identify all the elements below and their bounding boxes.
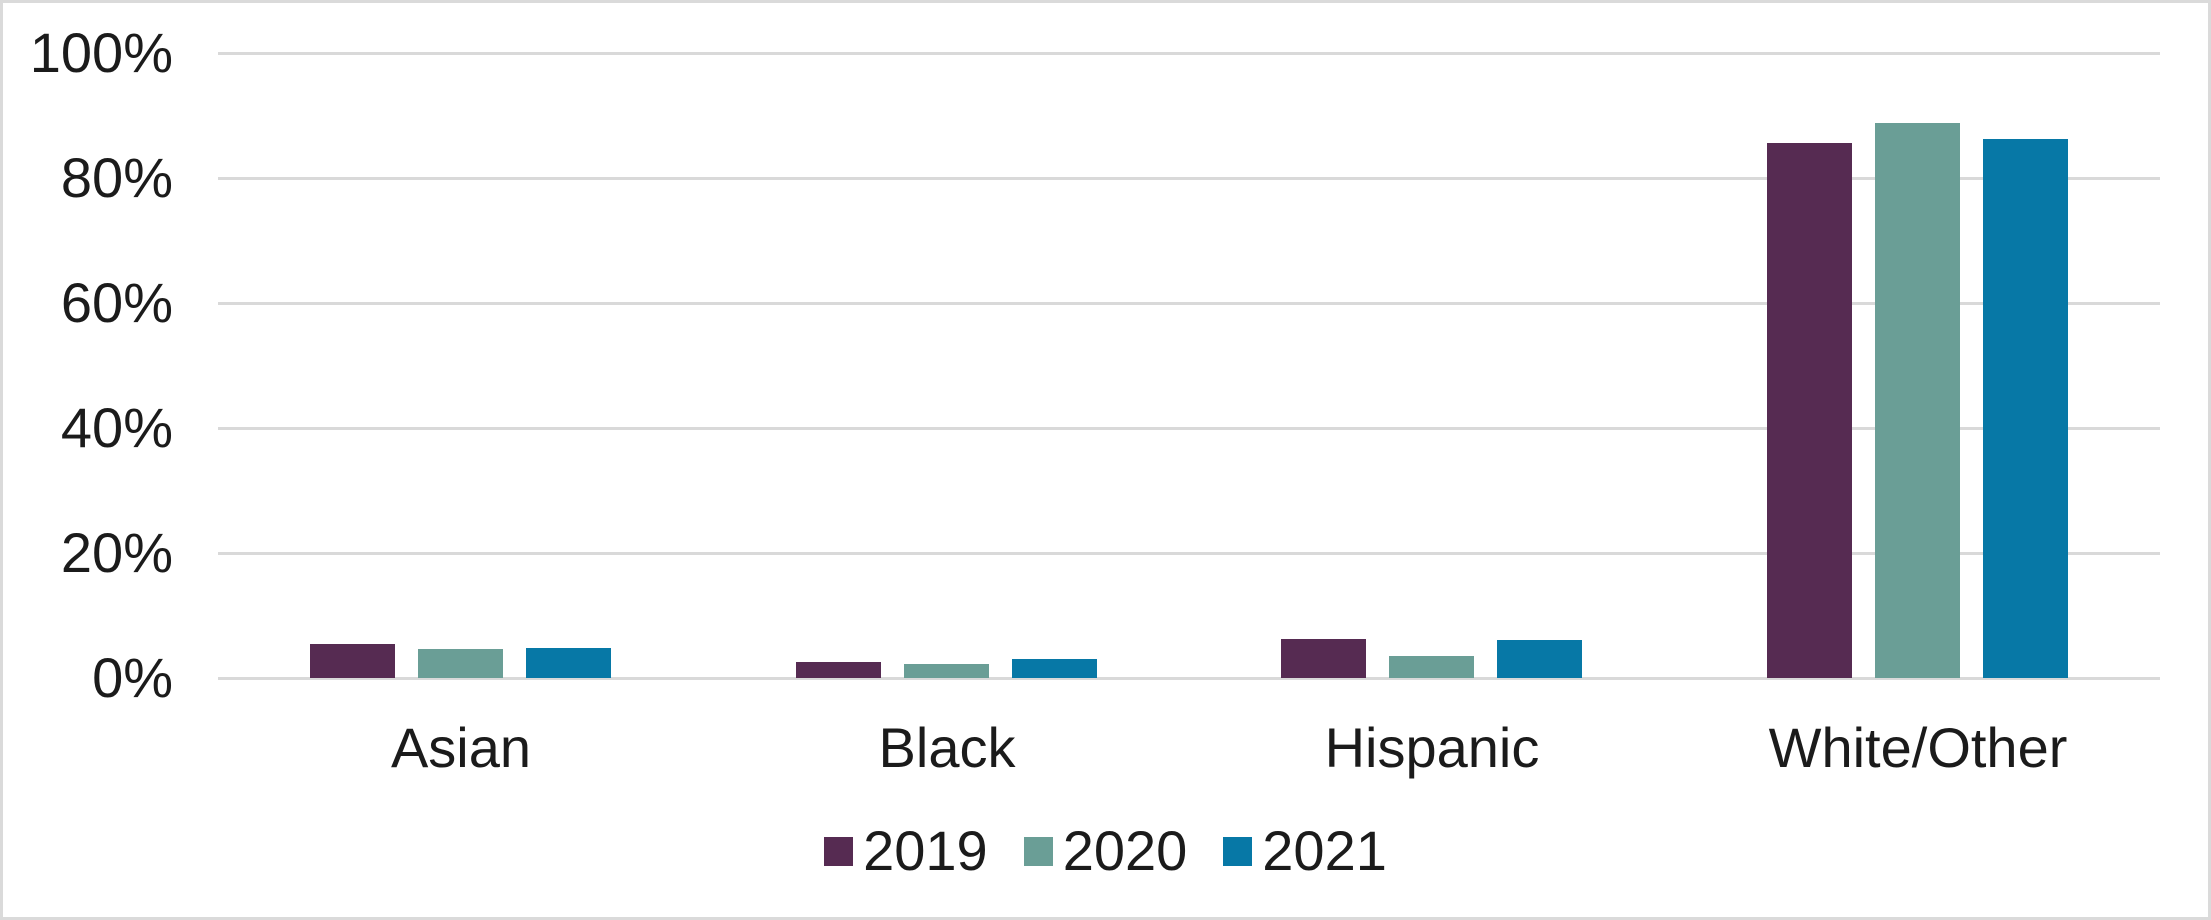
legend-item-2021: 2021 xyxy=(1223,821,1387,881)
bar-2020-hispanic xyxy=(1389,656,1474,678)
gridline-40% xyxy=(218,427,2160,430)
gridline-0% xyxy=(218,677,2160,680)
legend-swatch-icon xyxy=(1023,836,1053,866)
y-tick-label: 60% xyxy=(60,271,173,334)
y-tick-label: 20% xyxy=(60,521,173,584)
y-tick-label: 0% xyxy=(92,646,173,709)
category-label-black: Black xyxy=(878,716,1016,779)
legend: 2019 2020 2021 xyxy=(3,819,2208,883)
legend-item-2019: 2019 xyxy=(824,821,988,881)
y-tick-label: 80% xyxy=(60,146,173,209)
bar-2020-black xyxy=(904,664,989,678)
category-label-asian: Asian xyxy=(390,716,532,779)
legend-label: 2019 xyxy=(863,819,988,882)
bar-2019-black xyxy=(796,662,881,678)
legend-swatch-icon xyxy=(824,836,854,866)
gridline-100% xyxy=(218,52,2160,55)
bar-2021-hispanic xyxy=(1497,640,1582,678)
bar-2021-asian xyxy=(526,648,611,678)
legend-item-2020: 2020 xyxy=(1023,819,1188,882)
gridline-80% xyxy=(218,177,2160,180)
category-label-hispanic: Hispanic xyxy=(1324,716,1540,779)
bar-2020-asian xyxy=(418,649,503,678)
bar-2019-asian xyxy=(310,644,395,678)
bar-2019-hispanic xyxy=(1281,639,1366,678)
category-label-white-other: White/Other xyxy=(1768,716,2068,779)
gridline-60% xyxy=(218,302,2160,305)
bar-2019-white-other xyxy=(1767,143,1852,678)
legend-swatch-icon xyxy=(1223,836,1253,866)
gridline-20% xyxy=(218,552,2160,555)
bar-2021-white-other xyxy=(1983,139,2068,678)
y-tick-label: 100% xyxy=(29,21,173,84)
bar-2021-black xyxy=(1012,659,1097,678)
legend-label: 2020 xyxy=(1062,819,1188,882)
legend-label: 2021 xyxy=(1262,819,1387,882)
bar-2020-white-other xyxy=(1875,123,1960,678)
y-tick-label: 40% xyxy=(60,396,173,459)
